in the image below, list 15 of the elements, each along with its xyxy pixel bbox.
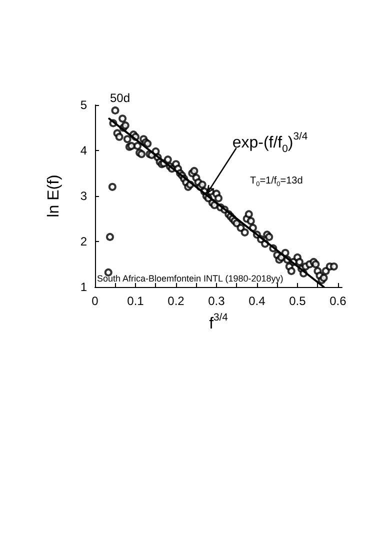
y-tick-label: 3 [80,189,88,203]
y-tick-label: 1 [80,280,88,294]
y-axis-title: ln E(f) [45,174,62,218]
y-tick-label: 5 [80,98,88,112]
text: 50d [110,91,130,105]
x-tick-label: 0.4 [248,294,266,308]
y-tick-label: 2 [80,234,88,248]
x-tick-label: 0.1 [127,294,144,308]
y-tick-label: 4 [80,144,88,158]
annotation: South Africa-Bloemfontein INTL (1980-2018yy) [97,274,284,284]
x-tick-label: 0.5 [289,294,306,308]
x-tick-label: 0.6 [330,294,347,308]
x-tick-label: 0.3 [208,294,226,308]
x-tick-label: 0 [92,294,99,308]
x-tick-label: 0.2 [168,294,185,308]
